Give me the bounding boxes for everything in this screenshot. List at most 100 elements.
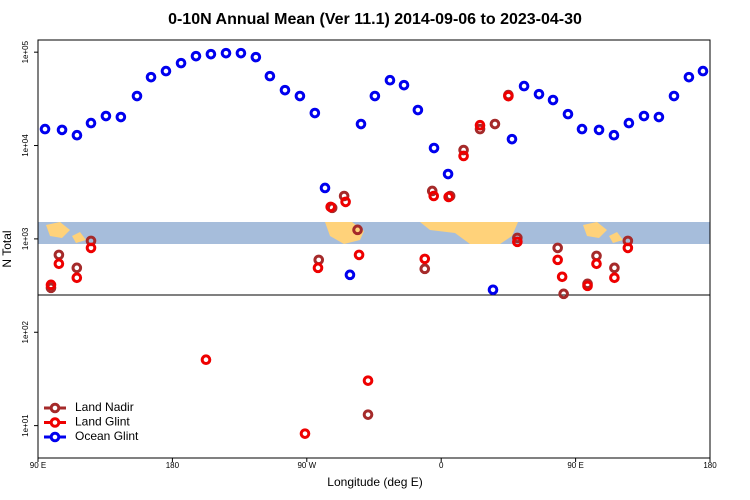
point — [668, 90, 680, 102]
point — [428, 142, 440, 154]
point — [474, 119, 486, 131]
point — [264, 70, 276, 82]
point — [419, 263, 431, 275]
y-tick-label: 1e+04 — [21, 134, 30, 157]
point — [344, 269, 356, 281]
point — [506, 133, 518, 145]
chart-title: 0-10N Annual Mean (Ver 11.1) 2014-09-06 … — [168, 11, 582, 28]
x-tick-label: 90 W — [297, 461, 316, 470]
point — [309, 107, 321, 119]
point — [319, 182, 331, 194]
point — [533, 88, 545, 100]
point — [487, 284, 499, 296]
point — [362, 409, 374, 420]
point — [71, 129, 83, 141]
point — [576, 123, 588, 135]
legend-label: Ocean Glint — [75, 429, 139, 443]
point — [609, 272, 620, 284]
y-tick-label: 1e+01 — [21, 414, 30, 437]
point — [299, 428, 311, 439]
legend-marker — [49, 431, 61, 443]
point — [175, 57, 187, 69]
point — [235, 47, 247, 59]
point — [426, 185, 438, 197]
point — [458, 150, 469, 162]
plot-frame — [37, 39, 711, 459]
point — [582, 280, 593, 292]
point — [39, 123, 51, 135]
x-tick-label: 180 — [166, 461, 180, 470]
point — [312, 262, 324, 274]
point — [250, 51, 262, 63]
point — [362, 375, 374, 386]
point — [294, 90, 306, 102]
point — [547, 94, 559, 106]
y-axis-label: N Total — [0, 230, 14, 267]
legend-label: Land Glint — [75, 415, 130, 429]
point — [428, 190, 440, 202]
point — [474, 123, 486, 135]
point — [352, 224, 363, 236]
legend-marker — [49, 402, 61, 414]
point — [131, 90, 143, 102]
point — [442, 168, 454, 180]
point — [638, 110, 650, 122]
point — [443, 191, 454, 203]
point — [313, 254, 325, 266]
point — [419, 253, 431, 265]
point — [503, 90, 514, 102]
point — [398, 79, 410, 91]
point — [697, 65, 709, 77]
point — [489, 118, 501, 130]
y-tick-label: 1e+02 — [21, 320, 30, 343]
map-strip — [38, 222, 710, 244]
point — [85, 117, 97, 129]
point — [622, 242, 634, 254]
point — [71, 262, 83, 274]
x-tick-label: 90 E — [567, 461, 583, 470]
point — [412, 104, 424, 116]
point — [45, 279, 57, 291]
point — [220, 47, 232, 59]
point — [653, 111, 665, 123]
point — [190, 50, 202, 62]
x-tick-label: 0 — [439, 461, 444, 470]
legend-marker — [49, 417, 61, 428]
point — [512, 236, 523, 248]
x-tick-label: 90 E — [30, 461, 46, 470]
point — [384, 74, 396, 86]
point — [53, 258, 65, 270]
point — [608, 129, 620, 141]
point — [512, 232, 523, 244]
point — [279, 84, 291, 96]
point — [591, 258, 602, 270]
point — [562, 108, 574, 120]
point — [558, 288, 569, 300]
point — [623, 117, 635, 129]
point — [100, 110, 112, 122]
y-tick-label: 1e+05 — [21, 40, 30, 63]
point — [160, 65, 172, 77]
point — [71, 272, 83, 284]
point — [353, 249, 365, 261]
point — [609, 262, 620, 274]
point — [56, 124, 68, 136]
point — [518, 80, 530, 92]
x-tick-label: 180 — [703, 461, 717, 470]
point — [683, 71, 695, 83]
y-tick-label: 1e+03 — [21, 227, 30, 250]
point — [593, 124, 605, 136]
x-axis-label: Longitude (deg E) — [327, 475, 422, 489]
point — [369, 90, 381, 102]
point — [115, 111, 127, 123]
point — [53, 249, 65, 261]
point — [325, 201, 336, 213]
point — [85, 242, 97, 254]
point — [200, 354, 212, 366]
point — [145, 71, 157, 83]
point — [556, 271, 568, 283]
point — [552, 242, 563, 254]
point — [355, 118, 367, 130]
point — [552, 254, 563, 266]
